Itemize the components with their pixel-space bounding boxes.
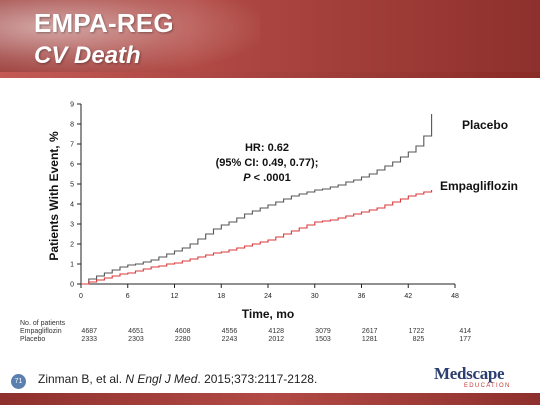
risk-row-label: Placebo: [20, 336, 46, 343]
x-axis-label: Time, mo: [242, 307, 294, 320]
risk-table: No. of patients Empagliflozin 4687 4651 46…: [20, 320, 500, 344]
y-tick-label: 1: [70, 262, 74, 269]
citation-details: . 2015;373:2117-2128.: [197, 372, 318, 386]
x-tick-label: 42: [404, 293, 412, 300]
x-tick-label: 48: [451, 293, 459, 300]
slide-subtitle: CV Death: [34, 42, 141, 69]
x-tick-label: 6: [126, 293, 130, 300]
risk-cell: 2617: [361, 328, 378, 335]
risk-row-empagliflozin: Empagliflozin 4687 4651 4608 4556 4128 3079 26…: [20, 328, 500, 336]
y-tick-label: 8: [70, 122, 74, 129]
y-tick-label: 6: [70, 162, 74, 169]
risk-cell: 2012: [268, 336, 284, 343]
risk-cell: 2243: [221, 336, 238, 343]
risk-cell: 414: [459, 328, 471, 335]
x-tick-label: 0: [79, 293, 83, 300]
y-tick-label: 7: [70, 142, 74, 149]
risk-cell: 1281: [361, 336, 378, 343]
x-tick-label: 30: [311, 293, 319, 300]
slide-title: EMPA-REG: [34, 8, 174, 38]
series-label-placebo: Placebo: [462, 118, 508, 132]
logo-education: EDUCATION: [464, 383, 511, 389]
risk-cell: 1503: [315, 336, 331, 343]
y-tick-label: 4: [70, 202, 74, 209]
risk-cell: 4651: [128, 328, 144, 335]
risk-cell: 2333: [81, 336, 97, 343]
x-tick-label: 18: [217, 293, 225, 300]
y-tick-label: 2: [70, 242, 74, 249]
risk-row-label: Empagliflozin: [20, 328, 62, 335]
citation-authors: Zinman B, et al.: [38, 372, 126, 386]
hr-annotation-line1: HR: 0.62: [245, 142, 289, 154]
p-value-rest: < .0001: [251, 172, 291, 184]
risk-cell: 3079: [315, 328, 331, 335]
series-label-empagliflozin: Empagliflozin: [440, 179, 518, 193]
x-tick-label: 36: [358, 293, 366, 300]
x-tick-label: 24: [264, 293, 272, 300]
citation-journal: N Engl J Med: [125, 372, 198, 386]
y-tick-label: 5: [70, 182, 74, 189]
y-tick-label: 3: [70, 222, 74, 229]
y-axis-label: Patients With Event, %: [47, 131, 61, 261]
risk-row-placebo: Placebo 2333 2303 2280 2243 2012 1503 1281 825 1…: [20, 336, 500, 344]
chart-series: [81, 114, 433, 285]
hr-annotation-line2: (95% CI: 0.49, 0.77);: [216, 157, 319, 169]
risk-cell: 4556: [221, 328, 238, 335]
x-tick-label: 12: [171, 293, 179, 300]
risk-cell: 2280: [174, 336, 191, 343]
risk-cell: 4128: [268, 328, 284, 335]
risk-cell: 4608: [174, 328, 191, 335]
risk-table-heading: No. of patients: [20, 320, 66, 327]
logo-wordmark: Medscape: [434, 364, 505, 383]
y-tick-label: 9: [70, 102, 74, 109]
risk-cell: 1722: [408, 328, 425, 335]
footer-bar: [0, 393, 540, 405]
y-tick-label: 0: [70, 282, 74, 289]
slide-header: EMPA-REG CV Death: [0, 0, 540, 78]
hr-annotation-line3: P < .0001: [243, 172, 290, 184]
page-number-badge: 71: [11, 374, 26, 389]
medscape-logo: Medscape EDUCATION: [434, 364, 524, 392]
series-line-placebo: [81, 114, 433, 285]
risk-cell: 4687: [81, 328, 97, 335]
citation: Zinman B, et al. N Engl J Med. 2015;373:…: [38, 372, 317, 386]
chart-axes: [80, 104, 455, 285]
risk-cell: 177: [459, 336, 471, 343]
risk-cell: 825: [412, 336, 425, 343]
series-line-empagliflozin: [81, 190, 433, 285]
p-value-italic: P: [243, 172, 251, 184]
risk-cell: 2303: [128, 336, 144, 343]
